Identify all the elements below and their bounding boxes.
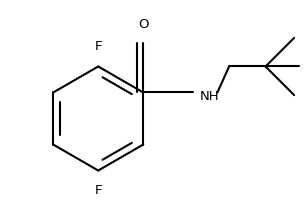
Text: NH: NH xyxy=(200,90,220,103)
Text: O: O xyxy=(138,18,149,31)
Text: F: F xyxy=(95,183,102,196)
Text: F: F xyxy=(95,41,102,54)
